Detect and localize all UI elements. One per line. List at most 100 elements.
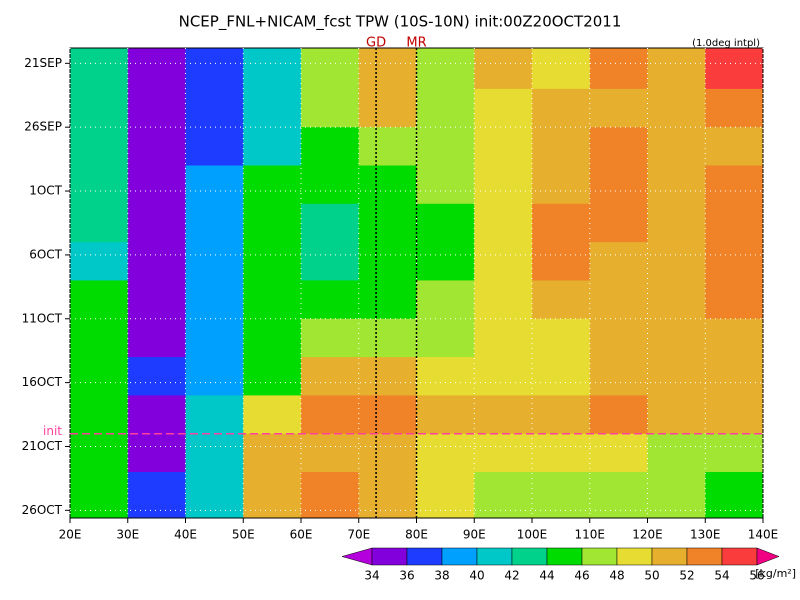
heat-cell: [70, 165, 129, 205]
heat-cell: [532, 395, 591, 435]
heat-cell: [589, 433, 648, 473]
heat-cell: [301, 357, 360, 396]
heat-cell: [301, 433, 360, 473]
heat-cell: [70, 48, 129, 90]
heat-cell: [127, 48, 186, 90]
heat-cell: [185, 280, 244, 320]
x-tick-label: 120E: [632, 528, 663, 542]
x-tick-label: 140E: [748, 528, 779, 542]
heat-cell: [705, 48, 764, 90]
heat-cell: [127, 242, 186, 281]
heat-cell: [301, 318, 360, 358]
heat-cell: [705, 280, 764, 320]
heat-cell: [70, 433, 129, 473]
heat-cell: [185, 472, 244, 519]
heat-cell: [243, 433, 302, 473]
heat-cell: [416, 318, 475, 358]
heat-cell: [416, 165, 475, 205]
x-tick-label: 50E: [232, 528, 255, 542]
heat-cell: [532, 357, 591, 396]
y-tick-label: 6OCT: [29, 247, 62, 261]
chart-title: NCEP_FNL+NICAM_fcst TPW (10S-10N) init:0…: [179, 13, 622, 32]
heat-cell: [243, 203, 302, 243]
heat-cell: [70, 127, 129, 166]
heat-cell: [416, 203, 475, 243]
heat-cell: [70, 280, 129, 320]
heat-cell: [301, 165, 360, 205]
x-tick-label: 60E: [290, 528, 313, 542]
colorbar-label: 56: [749, 569, 764, 583]
heat-cell: [243, 357, 302, 396]
heat-cell: [185, 395, 244, 435]
colorbar-label: 42: [504, 569, 519, 583]
colorbar-label: 50: [644, 569, 659, 583]
heat-cell: [358, 203, 417, 243]
heat-cell: [705, 127, 764, 166]
heat-cell: [127, 88, 186, 128]
x-tick-label: 110E: [575, 528, 606, 542]
heat-cell: [532, 48, 591, 90]
y-tick-label: 26SEP: [24, 120, 62, 134]
colorbar-label: 46: [574, 569, 589, 583]
colorbar-label: 34: [364, 569, 379, 583]
x-tick-label: 20E: [59, 528, 82, 542]
heat-cell: [474, 395, 533, 435]
heat-cell: [416, 280, 475, 320]
heat-cell: [705, 318, 764, 358]
colorbar-arrow: [341, 547, 373, 566]
colorbar-arrow: [756, 547, 780, 566]
heat-cell: [70, 88, 129, 128]
heat-cell: [474, 165, 533, 205]
heat-cell: [416, 48, 475, 90]
heat-cell: [647, 48, 706, 90]
heat-cell: [532, 242, 591, 281]
heat-cell: [70, 395, 129, 435]
heat-cell: [301, 472, 360, 519]
x-tick-label: 130E: [690, 528, 721, 542]
heat-cell: [474, 357, 533, 396]
heat-cell: [532, 318, 591, 358]
heat-cell: [358, 433, 417, 473]
heat-cell: [185, 48, 244, 90]
colorbar-label: 38: [434, 569, 449, 583]
heat-cell: [185, 357, 244, 396]
colorbar-label: 36: [399, 569, 414, 583]
heat-cell: [301, 48, 360, 90]
heat-cell: [127, 395, 186, 435]
heat-cell: [589, 357, 648, 396]
heat-cell: [705, 88, 764, 128]
heat-cell: [647, 433, 706, 473]
heat-cell: [532, 88, 591, 128]
heat-cell: [243, 127, 302, 166]
y-tick-label: 26OCT: [22, 503, 63, 517]
heat-cell: [589, 165, 648, 205]
heat-cell: [705, 357, 764, 396]
heat-cell: [416, 88, 475, 128]
x-tick-label: 30E: [116, 528, 139, 542]
heat-cell: [647, 318, 706, 358]
colorbar-box: [546, 547, 583, 566]
heat-cell: [589, 203, 648, 243]
heat-cell: [474, 242, 533, 281]
y-tick-label: 11OCT: [22, 311, 63, 325]
init-label: init: [43, 424, 62, 438]
colorbar-label: 54: [714, 569, 729, 583]
heat-cell: [416, 433, 475, 473]
heat-cell: [705, 165, 764, 205]
heat-cell: [70, 357, 129, 396]
heat-cell: [301, 203, 360, 243]
heat-cell: [243, 318, 302, 358]
heat-cell: [127, 127, 186, 166]
heat-cell: [705, 472, 764, 519]
heat-cell: [127, 203, 186, 243]
heat-cell: [589, 88, 648, 128]
colorbar-label: 44: [539, 569, 554, 583]
heat-cell: [589, 472, 648, 519]
heat-cell: [185, 203, 244, 243]
heat-cell: [301, 280, 360, 320]
heat-cell: [647, 127, 706, 166]
heat-cell: [358, 165, 417, 205]
heat-cell: [185, 242, 244, 281]
heat-cell: [474, 433, 533, 473]
